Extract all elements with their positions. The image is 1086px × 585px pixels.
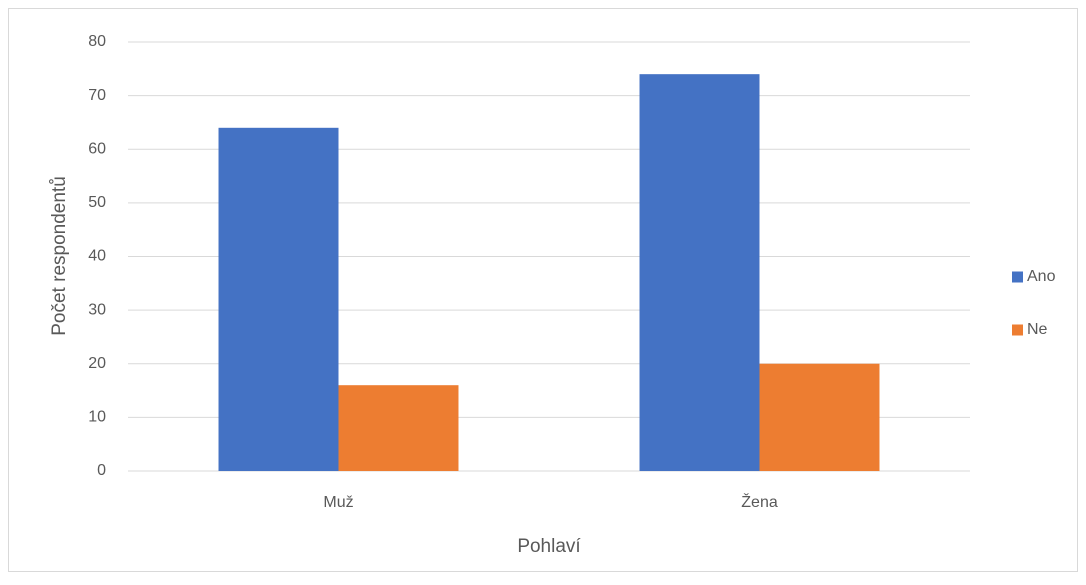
y-tick-label: 0	[97, 462, 106, 479]
x-tick-label: Žena	[741, 492, 778, 511]
y-tick-label: 80	[88, 33, 106, 50]
bar	[639, 74, 760, 472]
y-tick-label: 10	[88, 409, 106, 426]
y-tick-label: 70	[88, 87, 106, 104]
bar	[759, 363, 880, 471]
x-axis-label: Pohlaví	[517, 536, 581, 557]
legend-label: Ne	[1027, 321, 1048, 338]
bar	[218, 127, 339, 472]
legend-swatch	[1012, 271, 1023, 283]
bar	[338, 385, 459, 471]
chart-frame	[8, 8, 1078, 572]
x-tick-label: Muž	[323, 494, 353, 511]
legend-swatch	[1012, 324, 1023, 336]
y-tick-label: 40	[88, 248, 106, 265]
y-tick-label: 30	[88, 301, 106, 318]
y-tick-label: 50	[88, 194, 106, 211]
legend-label: Ano	[1027, 268, 1056, 285]
y-tick-label: 60	[88, 140, 106, 157]
y-tick-label: 20	[88, 355, 106, 372]
y-axis-label: Počet respondentů	[49, 176, 70, 336]
